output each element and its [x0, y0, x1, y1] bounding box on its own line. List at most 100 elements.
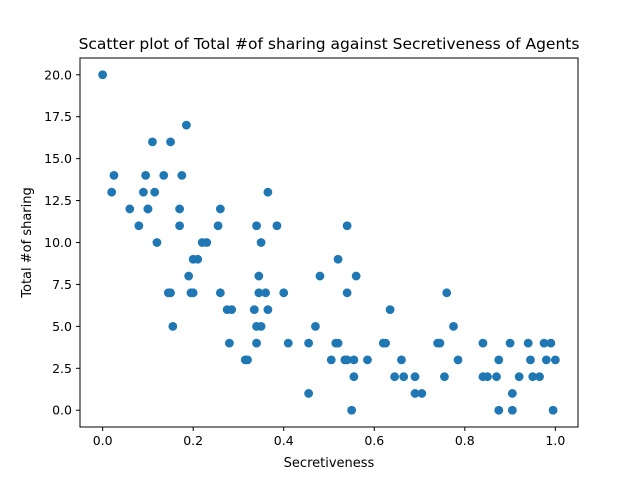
data-point — [492, 372, 501, 382]
data-point — [175, 221, 185, 231]
data-point — [175, 204, 185, 214]
data-point — [125, 204, 135, 214]
data-point — [539, 338, 549, 348]
y-tick-label: 0.0 — [52, 403, 72, 418]
data-point — [505, 338, 515, 348]
data-point — [326, 355, 336, 365]
y-tick-label: 7.5 — [52, 277, 72, 292]
data-point — [227, 305, 237, 314]
data-point — [528, 372, 538, 382]
data-point — [109, 171, 119, 180]
data-point — [256, 321, 266, 331]
data-point — [252, 221, 261, 231]
data-point — [385, 305, 395, 314]
x-tick-label: 0.0 — [93, 433, 113, 448]
data-point — [397, 355, 406, 365]
points-layer — [98, 70, 560, 415]
data-point — [535, 372, 544, 382]
data-point — [390, 372, 400, 382]
y-tick-label: 20.0 — [44, 67, 72, 82]
data-point — [440, 372, 449, 382]
data-point — [252, 338, 261, 348]
data-point — [349, 355, 359, 365]
data-point — [342, 355, 352, 365]
data-point — [333, 338, 343, 348]
data-point — [410, 372, 420, 382]
data-point — [442, 288, 452, 298]
data-point — [507, 389, 517, 398]
data-point — [494, 405, 504, 415]
x-axis-ticks: 0.0 0.2 0.4 0.6 0.8 1.0 — [93, 427, 565, 448]
data-point — [514, 372, 524, 382]
y-axis-label: Total #of sharing — [20, 187, 35, 298]
data-point — [249, 305, 259, 314]
data-point — [184, 271, 194, 281]
data-point — [399, 372, 409, 382]
data-point — [159, 171, 169, 180]
y-tick-label: 2.5 — [52, 361, 72, 376]
data-point — [272, 221, 282, 231]
data-point — [283, 338, 293, 348]
y-tick-label: 17.5 — [44, 109, 72, 124]
data-point — [152, 238, 162, 247]
data-point — [143, 204, 153, 214]
data-point — [254, 271, 264, 281]
data-point — [188, 288, 198, 298]
data-point — [254, 288, 264, 298]
x-axis-label: Secretiveness — [284, 456, 375, 471]
data-point — [166, 137, 175, 147]
data-point — [225, 338, 234, 348]
data-point — [304, 389, 314, 398]
data-point — [98, 70, 108, 80]
data-point — [311, 321, 320, 331]
data-point — [107, 187, 117, 197]
data-point — [342, 288, 352, 298]
x-tick-label: 0.6 — [364, 433, 384, 448]
data-point — [263, 305, 273, 314]
data-point — [256, 238, 266, 247]
data-point — [494, 355, 504, 365]
data-point — [304, 338, 314, 348]
data-point — [342, 221, 352, 231]
data-point — [181, 120, 191, 130]
data-point — [453, 355, 463, 365]
data-point — [150, 187, 160, 197]
data-point — [177, 171, 187, 180]
data-point — [333, 254, 343, 264]
x-tick-label: 0.8 — [455, 433, 475, 448]
y-tick-label: 5.0 — [52, 319, 72, 334]
data-point — [363, 355, 372, 365]
data-point — [550, 355, 560, 365]
data-point — [526, 355, 535, 365]
data-point — [478, 338, 488, 348]
x-tick-label: 1.0 — [545, 433, 565, 448]
data-point — [141, 171, 151, 180]
data-point — [523, 338, 533, 348]
data-point — [483, 372, 492, 382]
data-point — [193, 254, 203, 264]
y-axis-ticks: 0.0 2.5 5.0 7.5 10.0 12.5 15.0 17.5 20.0 — [44, 67, 80, 418]
data-point — [541, 355, 551, 365]
x-tick-label: 0.4 — [274, 433, 294, 448]
data-point — [215, 204, 225, 214]
data-point — [213, 221, 223, 231]
data-point — [168, 321, 178, 331]
data-point — [381, 338, 390, 348]
chart-title: Scatter plot of Total #of sharing agains… — [79, 35, 580, 53]
data-point — [279, 288, 289, 298]
data-point — [243, 355, 252, 365]
data-point — [347, 405, 357, 415]
data-point — [351, 271, 361, 281]
data-point — [349, 372, 359, 382]
data-point — [417, 389, 427, 398]
data-point — [261, 288, 271, 298]
data-point — [435, 338, 445, 348]
data-point — [546, 338, 556, 348]
data-point — [134, 221, 144, 231]
y-tick-label: 10.0 — [44, 235, 72, 250]
data-point — [315, 271, 325, 281]
data-point — [449, 321, 458, 331]
data-point — [138, 187, 148, 197]
data-point — [215, 288, 225, 298]
